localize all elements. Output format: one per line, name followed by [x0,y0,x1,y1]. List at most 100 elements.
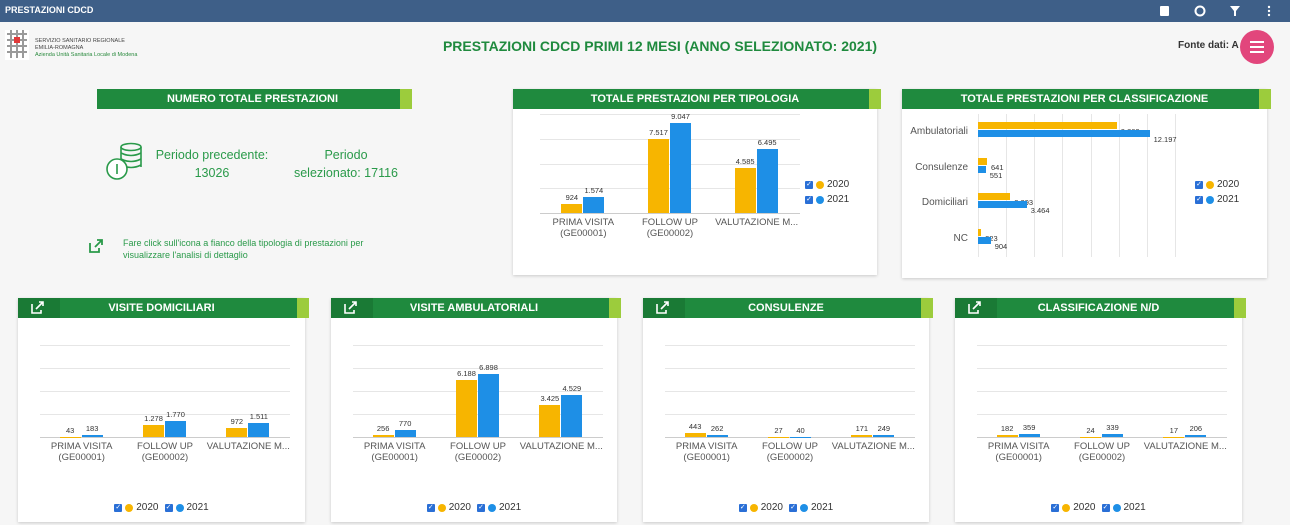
grid-line [977,345,1227,346]
legend-swatch [488,503,496,512]
value-label: 904 [994,242,1008,252]
y-tick-label: Consulenze [915,161,968,173]
bar [1102,433,1123,437]
y-tick-label: Ambulatoriali [910,125,968,137]
baseline [977,437,1227,438]
value-label: 359 [1022,422,1036,432]
bar [706,434,728,437]
value-label: 6.188 [457,369,476,379]
value-label: 24 [1086,425,1095,435]
open-detail-icon[interactable] [955,298,997,318]
bar [978,193,1011,201]
value-label: 40 [796,425,805,435]
legend-item[interactable]: ✓ 2020 [114,502,159,513]
panel-header: VISITE AMBULATORIALI [331,298,621,318]
value-label: 3.425 [540,394,560,404]
bar [248,423,270,437]
grid-line [977,391,1227,392]
header-tab [1259,89,1271,109]
legend-checkbox: ✓ [164,503,173,512]
legend-label: 2021 [186,502,209,513]
bar [978,237,991,245]
legend-item[interactable]: ✓ 2021 [1101,502,1146,513]
legend-swatch [749,503,758,512]
bar [851,435,873,437]
open-detail-icon[interactable] [643,298,685,318]
value-label: 6.495 [757,137,777,147]
legend-label: 2021 [811,502,834,513]
grid-line [40,414,290,415]
value-label: 1.278 [144,414,163,424]
app-name: PRESTAZIONI CDCD [5,5,94,15]
chart-panel: TOTALE PRESTAZIONI PER CLASSIFICAZIONE Am… [902,89,1271,278]
bar [978,157,988,165]
grid-line [665,368,915,369]
bar [756,148,778,213]
legend: ✓ 2020 ✓ 2021 [331,502,617,513]
y-tick-label: Domiciliari [921,197,968,209]
legend-item[interactable]: ✓ 2020 [1051,502,1096,513]
menu-button[interactable] [1239,29,1275,65]
value-label: 1.511 [249,412,268,422]
value-label: 256 [376,423,390,433]
x-tick-label: VALUTAZIONE M... [519,441,603,452]
bar [734,167,756,213]
legend-label: 2021 [827,194,850,205]
page-title: PRESTAZIONI CDCD PRIMI 12 MESI (ANNO SEL… [442,38,878,54]
legend-checkbox: ✓ [789,503,797,512]
value-label: 27 [774,425,783,435]
grid-line [977,368,1227,369]
baseline [353,437,603,438]
grid-line [40,368,290,369]
legend-checkbox: ✓ [1195,180,1203,189]
x-tick-label: PRIMA VISITA (GE00001) [675,441,738,463]
toolbar-icons[interactable] [1158,4,1278,18]
open-detail-icon[interactable] [331,298,373,318]
header-tab [921,298,933,318]
legend-swatch [800,503,808,512]
grid-line [665,414,915,415]
legend-checkbox: ✓ [805,180,813,189]
bar [226,428,248,437]
legend-item[interactable]: ✓ 2020 [805,179,849,190]
panel-title: TOTALE PRESTAZIONI PER TIPOLOGIA [590,93,800,105]
bar [978,165,986,173]
chart-panel: VISITE AMBULATORIALI PRIMA VISITA (GE0000… [331,298,621,522]
bar [81,435,103,437]
baseline [540,213,800,214]
previous-value: 13026 [194,166,230,180]
value-label: 6.898 [479,362,498,372]
grid-line [1118,114,1120,257]
header-tab [297,298,309,318]
legend-label: 2021 [1123,502,1146,513]
value-label: 183 [85,424,99,434]
legend-swatch [1062,503,1071,512]
legend-checkbox: ✓ [1051,503,1060,512]
x-tick-label: FOLLOW UP (GE00002) [1074,441,1130,463]
panel-title: CONSULENZE [748,302,824,314]
legend-item[interactable]: ✓ 2020 [1195,179,1239,190]
legend-item[interactable]: ✓ 2021 [789,502,833,513]
legend-item[interactable]: ✓ 2021 [164,502,209,513]
legend-item[interactable]: ✓ 2020 [738,502,783,513]
value-label: 3.464 [1030,206,1050,216]
bar [583,197,605,213]
legend-item[interactable]: ✓ 2021 [1195,194,1239,205]
legend: ✓ 2020 ✓ 2021 [1195,179,1239,205]
value-label: 443 [688,421,702,431]
header-tab [869,89,881,109]
open-detail-icon[interactable] [18,298,60,318]
value-label: 770 [398,418,412,428]
legend-item[interactable]: ✓ 2021 [477,502,521,513]
panel-header: TOTALE PRESTAZIONI PER CLASSIFICAZIONE [902,89,1271,109]
value-label: 182 [1000,424,1014,434]
legend-label: 2021 [1217,194,1240,205]
panel-header: VISITE DOMICILIARI [18,298,309,318]
legend-item[interactable]: ✓ 2020 [426,502,471,513]
x-tick-label: FOLLOW UP (GE00002) [642,217,698,239]
chart-panel: TOTALE PRESTAZIONI PER TIPOLOGIA PRIMA VI… [513,89,881,275]
grid-line [1034,114,1036,257]
link-icon[interactable] [87,237,105,255]
legend-item[interactable]: ✓ 2021 [805,194,849,205]
